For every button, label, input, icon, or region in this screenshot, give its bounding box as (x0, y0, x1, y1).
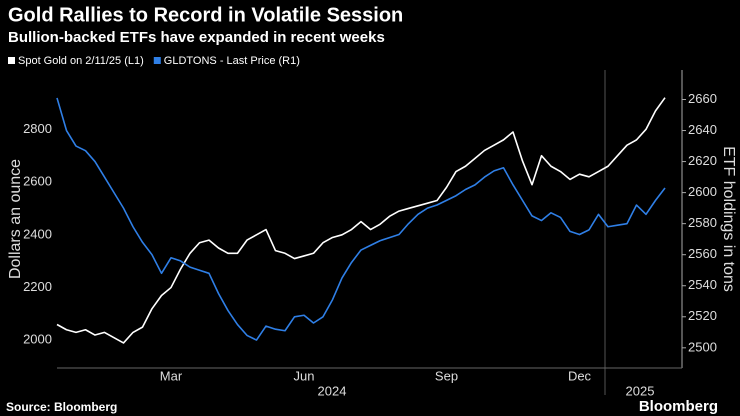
x-tick-label: Mar (160, 368, 183, 383)
y2-tick-label: 2640 (688, 122, 717, 137)
x-tick-label: Jun (294, 368, 315, 383)
x-tick-label: Sep (435, 368, 458, 383)
y-tick-label: 2200 (23, 279, 52, 294)
x-year-label: 2024 (318, 383, 347, 398)
chart-title: Gold Rallies to Record in Volatile Sessi… (8, 4, 403, 26)
series-line (56, 97, 666, 344)
series-line (56, 97, 666, 341)
y2-tick-label: 2660 (688, 91, 717, 106)
legend-label: Spot Gold on 2/11/25 (L1) (18, 55, 144, 67)
y2-tick-label: 2520 (688, 308, 717, 323)
legend-swatch (153, 57, 161, 64)
y2-tick-label: 2540 (688, 277, 717, 292)
legend-label: GLDTONS - Last Price (R1) (164, 55, 300, 67)
y2-tick-label: 2560 (688, 246, 717, 261)
y2-axis-title: ETF holdings in tons (720, 146, 737, 292)
x-year-label: 2025 (626, 383, 655, 398)
legend-swatch (8, 57, 15, 64)
x-tick-label: Dec (568, 368, 592, 383)
brand: Bloomberg (639, 398, 718, 415)
y-tick-label: 2400 (23, 226, 52, 241)
source: Source: Bloomberg (6, 400, 117, 414)
y2-tick-label: 2580 (688, 215, 717, 230)
y-tick-label: 2000 (23, 332, 52, 347)
y-tick-label: 2600 (23, 174, 52, 189)
y2-tick-label: 2600 (688, 184, 717, 199)
y-axis-title: Dollars an ounce (7, 159, 24, 279)
chart-subtitle: Bullion-backed ETFs have expanded in rec… (8, 29, 385, 46)
y2-tick-label: 2500 (688, 339, 717, 354)
y-tick-label: 2800 (23, 121, 52, 136)
y2-tick-label: 2620 (688, 153, 717, 168)
